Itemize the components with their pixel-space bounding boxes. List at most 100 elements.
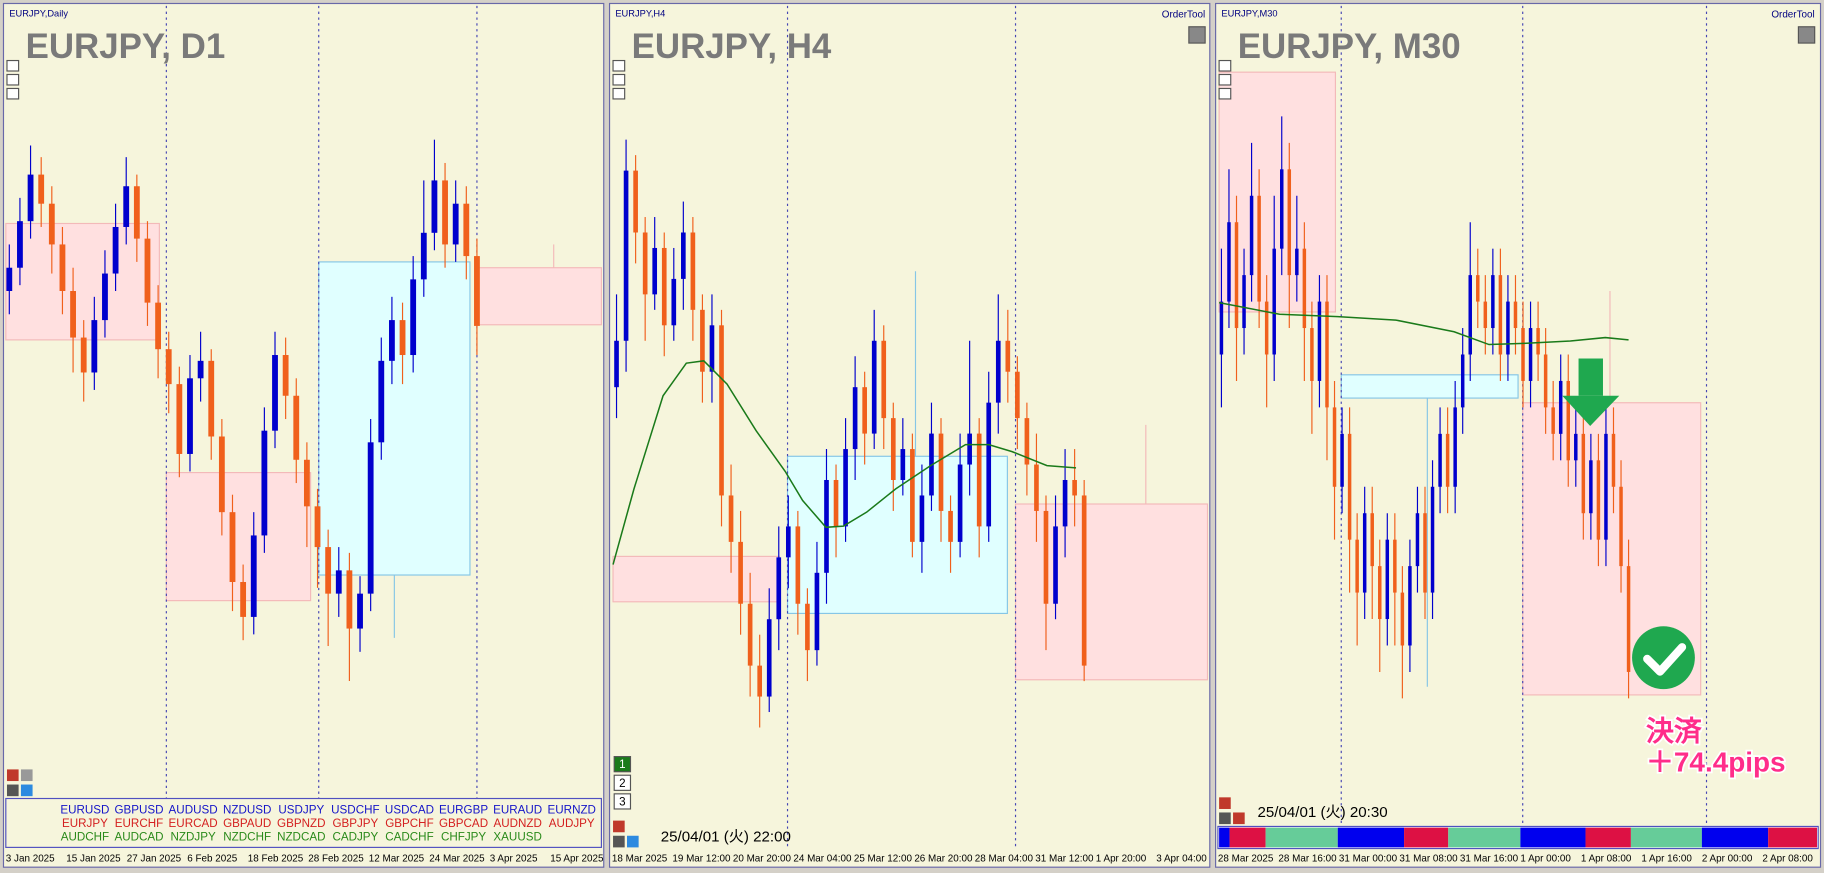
pair-link[interactable]: EURUSD — [60, 804, 109, 817]
pair-link[interactable]: NZDCAD — [277, 830, 325, 843]
panel-bg — [2, 2, 605, 868]
button[interactable] — [6, 784, 19, 797]
candle-body — [1393, 539, 1397, 593]
button[interactable] — [612, 59, 626, 72]
pair-link[interactable]: CADCHF — [385, 830, 433, 843]
candle-body — [197, 360, 204, 379]
candle-body — [1072, 479, 1077, 496]
candle-body — [776, 557, 782, 620]
candle-body — [59, 244, 66, 291]
candle-body — [1062, 479, 1068, 527]
candle-body — [1378, 566, 1382, 620]
button[interactable] — [6, 769, 19, 782]
pair-link[interactable]: GBPJPY — [332, 817, 378, 830]
level-button[interactable] — [613, 756, 632, 773]
axis-strip — [610, 849, 1209, 867]
button[interactable] — [613, 820, 625, 833]
arrow-head — [1562, 395, 1620, 427]
candle-body — [1400, 592, 1405, 646]
order-tool[interactable]: OrderTool — [1162, 9, 1205, 20]
level-button[interactable] — [613, 793, 632, 810]
pair-link[interactable]: EURNZD — [548, 804, 596, 817]
level-button-label[interactable]: 2 — [619, 777, 625, 790]
pair-link[interactable]: EURCAD — [169, 817, 218, 830]
pair-link[interactable]: GBPAUD — [223, 817, 271, 830]
panel-bg — [608, 2, 1211, 868]
button[interactable] — [6, 73, 20, 86]
pair-link[interactable]: AUDJPY — [549, 817, 595, 830]
pair-link[interactable]: GBPCHF — [385, 817, 433, 830]
button[interactable] — [20, 769, 33, 782]
button[interactable] — [1219, 812, 1231, 825]
pair-link[interactable]: USDCAD — [385, 804, 434, 817]
pair-link[interactable]: EURJPY — [62, 817, 108, 830]
button[interactable] — [1797, 26, 1816, 44]
pair-link[interactable]: EURAUD — [493, 804, 542, 817]
candle-body — [833, 479, 839, 527]
pair-link[interactable]: AUDNZD — [493, 817, 541, 830]
candle-body — [357, 593, 363, 629]
bar-seg — [1448, 827, 1521, 848]
pair-link[interactable]: GBPNZD — [277, 817, 325, 830]
zone — [476, 267, 602, 326]
button[interactable] — [6, 87, 20, 100]
candle-body — [1596, 460, 1601, 540]
pair-link[interactable]: GBPUSD — [114, 804, 163, 817]
pair-link[interactable]: NZDUSD — [223, 804, 271, 817]
pair-link[interactable]: NZDCHF — [223, 830, 271, 843]
x-axis-label: 1 Apr 16:00 — [1641, 853, 1692, 864]
candle-body — [1423, 513, 1427, 593]
candle-body — [6, 267, 13, 291]
x-axis-label: 1 Apr 20:00 — [1096, 853, 1147, 864]
level-button-label[interactable]: 3 — [619, 795, 625, 808]
candle-body — [272, 355, 278, 431]
pair-link[interactable]: XAUUSD — [493, 830, 541, 843]
candle-body — [1310, 328, 1314, 381]
pair-link[interactable]: AUDUSD — [169, 804, 218, 817]
candle-body — [155, 302, 162, 350]
pair-link[interactable]: EURCHF — [115, 817, 163, 830]
button[interactable] — [612, 73, 626, 86]
order-tool[interactable]: OrderTool — [1771, 9, 1814, 20]
x-axis-label: 31 Mar 12:00 — [1035, 853, 1094, 864]
pair-link[interactable]: CHFJPY — [441, 830, 486, 843]
pair-link[interactable]: AUDCAD — [114, 830, 163, 843]
button[interactable] — [613, 835, 625, 848]
candle-body — [1234, 222, 1239, 329]
zone — [5, 222, 160, 341]
button[interactable] — [6, 59, 20, 72]
bar-seg — [1265, 827, 1338, 848]
pair-link[interactable]: EURGBP — [439, 804, 488, 817]
x-axis-label: 15 Apr 2025 — [550, 853, 604, 864]
button[interactable] — [627, 835, 639, 848]
pair-link[interactable]: CADJPY — [332, 830, 378, 843]
candle-body — [1340, 433, 1344, 487]
candle-body — [399, 320, 406, 356]
pair-link[interactable]: GBPCAD — [439, 817, 488, 830]
candle-body — [474, 256, 480, 326]
pair-link[interactable]: AUDCHF — [61, 830, 109, 843]
candle-body — [633, 170, 638, 233]
candle-body — [862, 387, 867, 434]
pair-link[interactable]: NZDJPY — [170, 830, 215, 843]
button[interactable] — [1219, 797, 1231, 809]
candle-body — [681, 232, 686, 279]
button[interactable] — [20, 784, 33, 797]
pair-link[interactable]: USDCHF — [331, 804, 379, 817]
candle-body — [1295, 248, 1299, 276]
candle-body — [303, 459, 310, 507]
candle-body — [1626, 566, 1631, 672]
button[interactable] — [1188, 26, 1206, 44]
candle-body — [240, 582, 247, 617]
candle-body — [1034, 464, 1039, 511]
pair-link[interactable]: USDJPY — [278, 804, 324, 817]
level-button[interactable] — [613, 774, 632, 791]
x-axis-label: 28 Mar 04:00 — [975, 853, 1034, 864]
button[interactable] — [1218, 87, 1232, 100]
button[interactable] — [1218, 59, 1232, 72]
pair-table: EURUSD GBPUSD AUDUSD NZDUSD USDJPY USDCHF USDC… — [60, 804, 596, 844]
button[interactable] — [1233, 812, 1245, 825]
button[interactable] — [612, 87, 626, 100]
button[interactable] — [1218, 73, 1232, 86]
level-button-label[interactable]: 1 — [619, 758, 625, 771]
